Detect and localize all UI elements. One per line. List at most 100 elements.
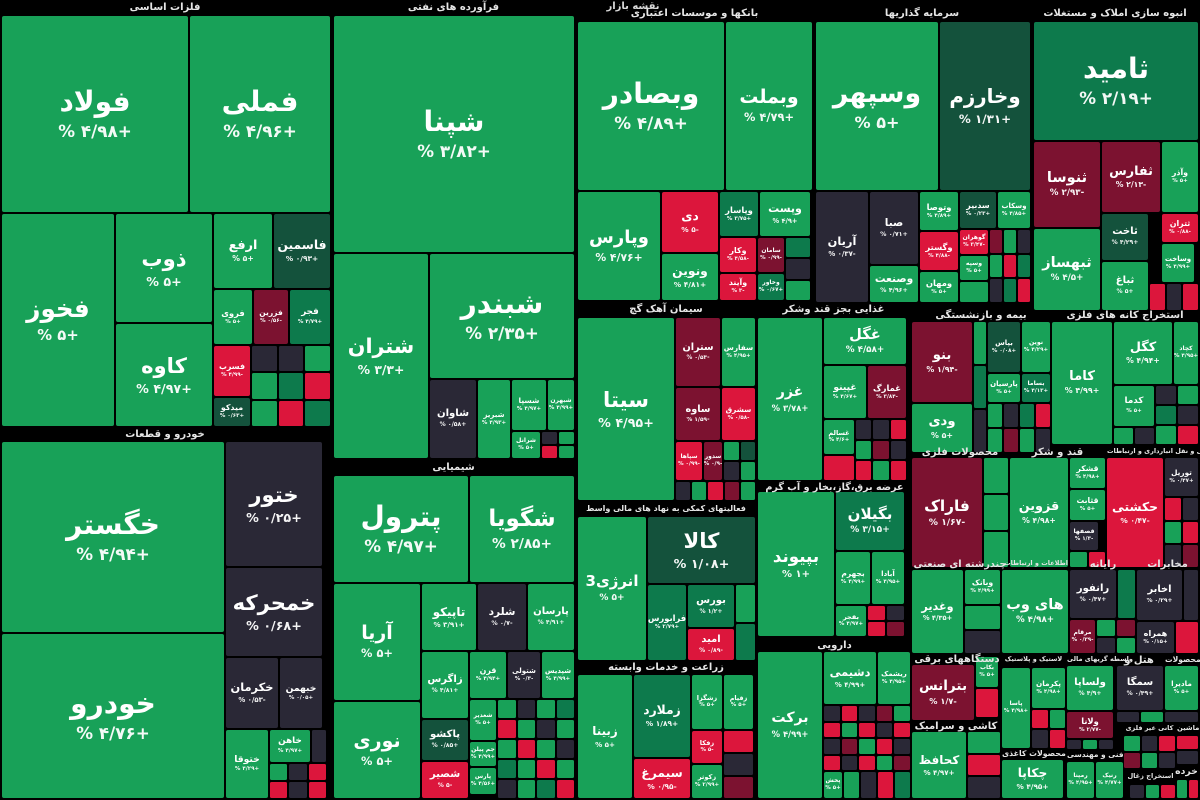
- stock-tile-oil-products-7[interactable]: شرانل +۵ %: [512, 432, 540, 458]
- mini-stock-tile[interactable]: [1178, 406, 1198, 424]
- mini-stock-tile[interactable]: [1161, 785, 1175, 798]
- mini-stock-tile[interactable]: [887, 606, 904, 620]
- stock-tile-insurance-0[interactable]: بنو -۱/۹۴ %: [912, 322, 972, 402]
- stock-tile-sugar-2[interactable]: قثابت +۵ %: [1070, 490, 1105, 520]
- mini-stock-tile[interactable]: [1178, 426, 1198, 444]
- mini-stock-tile[interactable]: [1141, 753, 1158, 768]
- stock-tile-chemical-8[interactable]: قرن +۴/۹۴ %: [470, 652, 506, 698]
- stock-tile-rubber-plastic-1[interactable]: پکرمان +۴/۹۸ %: [1032, 668, 1065, 708]
- mini-stock-tile[interactable]: [1141, 712, 1163, 722]
- mini-stock-tile[interactable]: [859, 755, 875, 770]
- mini-stock-tile[interactable]: [736, 623, 755, 660]
- mini-stock-tile[interactable]: [556, 740, 574, 758]
- stock-tile-food-0[interactable]: غزر +۳/۷۸ %: [758, 318, 822, 480]
- mini-stock-tile[interactable]: [1183, 284, 1198, 310]
- stock-tile-banks-2[interactable]: وپارس +۴/۷۶ %: [578, 192, 660, 300]
- stock-tile-auto-6[interactable]: ختوقا +۴/۲۹ %: [226, 730, 268, 798]
- stock-tile-transport-1[interactable]: توریل +۰/۴۷ %: [1165, 458, 1198, 496]
- mini-stock-tile[interactable]: [856, 461, 872, 480]
- stock-tile-investments-8[interactable]: سدبیر +۰/۲۳ %: [960, 192, 996, 228]
- mini-stock-tile[interactable]: [1032, 730, 1048, 748]
- mini-stock-tile[interactable]: [1145, 785, 1160, 798]
- mini-stock-tile[interactable]: [1177, 736, 1198, 749]
- mini-stock-tile[interactable]: [974, 410, 986, 452]
- mini-stock-tile[interactable]: [305, 400, 330, 426]
- mini-stock-tile[interactable]: [876, 722, 893, 737]
- stock-tile-banks-3[interactable]: دی -۵ %: [662, 192, 718, 252]
- stock-tile-banks-9[interactable]: وآیند -۳ %: [720, 274, 756, 300]
- stock-tile-banks-0[interactable]: وبصادر +۴/۸۹ %: [578, 22, 724, 190]
- mini-stock-tile[interactable]: [1020, 429, 1034, 452]
- stock-tile-oil-products-5[interactable]: شسپا +۴/۹۷ %: [512, 380, 546, 430]
- stock-tile-agriculture-1[interactable]: زملارد +۱/۸۹ %: [634, 675, 690, 757]
- mini-stock-tile[interactable]: [537, 720, 555, 738]
- stock-tile-oil-products-4[interactable]: شبریز +۴/۹۳ %: [478, 380, 510, 458]
- mini-stock-tile[interactable]: [308, 764, 326, 780]
- mini-stock-tile[interactable]: [537, 780, 555, 798]
- mini-stock-tile[interactable]: [824, 706, 840, 721]
- stock-tile-cement-6[interactable]: سدور-۰/۹ %: [704, 442, 722, 480]
- mini-stock-tile[interactable]: [724, 754, 753, 775]
- stock-tile-sugar-1[interactable]: قشکر +۴/۹۸ %: [1070, 458, 1105, 488]
- stock-tile-basic-metals-6[interactable]: فاسمین +۰/۹۳ %: [274, 214, 330, 288]
- mini-stock-tile[interactable]: [1165, 521, 1181, 544]
- stock-tile-investments-6[interactable]: وگستر -۴/۸۸ %: [920, 232, 958, 270]
- stock-tile-auto-5[interactable]: خبهمن +۰/۰۵ %: [280, 658, 322, 728]
- mini-stock-tile[interactable]: [968, 754, 1000, 776]
- mini-stock-tile[interactable]: [1182, 498, 1198, 520]
- stock-tile-food-4[interactable]: غسالم +۴/۶ %: [824, 420, 854, 454]
- mini-stock-tile[interactable]: [542, 446, 557, 458]
- mini-stock-tile[interactable]: [498, 720, 516, 738]
- mini-stock-tile[interactable]: [708, 482, 723, 500]
- mini-stock-tile[interactable]: [556, 780, 574, 798]
- mini-stock-tile[interactable]: [1188, 780, 1198, 798]
- mini-stock-tile[interactable]: [252, 346, 277, 372]
- mini-stock-tile[interactable]: [890, 440, 906, 460]
- stock-tile-rubber-plastic-0[interactable]: پاسا +۴/۹۸ %: [1002, 668, 1030, 748]
- stock-tile-metal-products-0[interactable]: فاراک -۱/۶۷ %: [912, 458, 982, 567]
- stock-tile-agriculture-3[interactable]: زشگزا +۵ %: [692, 675, 722, 729]
- mini-stock-tile[interactable]: [965, 606, 1000, 629]
- mini-stock-tile[interactable]: [876, 706, 893, 721]
- stock-tile-chemical-10[interactable]: شپدیس +۴/۹۹ %: [542, 652, 574, 698]
- mini-stock-tile[interactable]: [559, 432, 574, 444]
- mini-stock-tile[interactable]: [841, 755, 858, 770]
- stock-tile-agriculture-6[interactable]: زکوثر +۲/۹۹ %: [692, 765, 722, 798]
- stock-tile-electrical-0[interactable]: بترانس -۱/۷ %: [912, 665, 974, 720]
- mini-stock-tile[interactable]: [876, 755, 893, 770]
- stock-tile-utilities-4[interactable]: بفجر +۴/۹۷ %: [836, 606, 866, 636]
- mini-stock-tile[interactable]: [1099, 740, 1113, 749]
- stock-tile-banks-6[interactable]: وپست +۴/۹ %: [760, 192, 810, 236]
- stock-tile-auto-7[interactable]: خاهن +۴/۹۷ %: [270, 730, 310, 762]
- mini-stock-tile[interactable]: [289, 764, 307, 780]
- stock-tile-chemical-13[interactable]: شصیر -۵ %: [422, 762, 468, 798]
- stock-tile-pharma-3[interactable]: پخش +۵ %: [824, 772, 842, 798]
- stock-tile-chemical-0[interactable]: پترول +۴/۹۷ %: [334, 476, 468, 582]
- mini-stock-tile[interactable]: [1135, 428, 1154, 444]
- mini-stock-tile[interactable]: [517, 720, 535, 738]
- stock-tile-real-estate-5[interactable]: ثتران -۰/۸۸ %: [1162, 214, 1198, 242]
- mini-stock-tile[interactable]: [990, 254, 1002, 278]
- stock-tile-electrical-1[interactable]: بکاب +۵ %: [976, 657, 998, 687]
- stock-tile-ict-0[interactable]: های وب +۴/۹۸ %: [1002, 570, 1068, 653]
- stock-tile-agriculture-4[interactable]: زقیام +۵ %: [724, 675, 753, 729]
- mini-stock-tile[interactable]: [859, 706, 875, 721]
- mini-stock-tile[interactable]: [517, 780, 535, 798]
- stock-tile-hotel-0[interactable]: سمگا +۰/۴۹ %: [1117, 666, 1163, 710]
- stock-tile-real-estate-0[interactable]: ثامید +۲/۱۹ %: [1034, 22, 1198, 140]
- mini-stock-tile[interactable]: [305, 346, 330, 372]
- mini-stock-tile[interactable]: [841, 706, 858, 721]
- mini-stock-tile[interactable]: [305, 373, 330, 399]
- mini-stock-tile[interactable]: [556, 760, 574, 778]
- stock-tile-investments-4[interactable]: وصنعت +۴/۹۶ %: [870, 266, 918, 302]
- stock-tile-investments-2[interactable]: آریان -۰/۳۷ %: [816, 192, 868, 302]
- stock-tile-chemical-5[interactable]: شلرد -۰/۷ %: [478, 584, 526, 650]
- stock-tile-chemical-2[interactable]: آریا +۵ %: [334, 584, 420, 700]
- stock-tile-basic-metals-9[interactable]: فجر +۴/۷۹ %: [290, 290, 330, 344]
- stock-tile-investments-0[interactable]: وسپهر +۵ %: [816, 22, 938, 190]
- stock-tile-metal-ores-1[interactable]: کگل +۴/۹۴ %: [1114, 322, 1172, 384]
- stock-tile-real-estate-7[interactable]: ثباغ +۵ %: [1102, 262, 1148, 310]
- mini-stock-tile[interactable]: [873, 440, 889, 460]
- mini-stock-tile[interactable]: [1004, 429, 1018, 452]
- mini-stock-tile[interactable]: [252, 400, 277, 426]
